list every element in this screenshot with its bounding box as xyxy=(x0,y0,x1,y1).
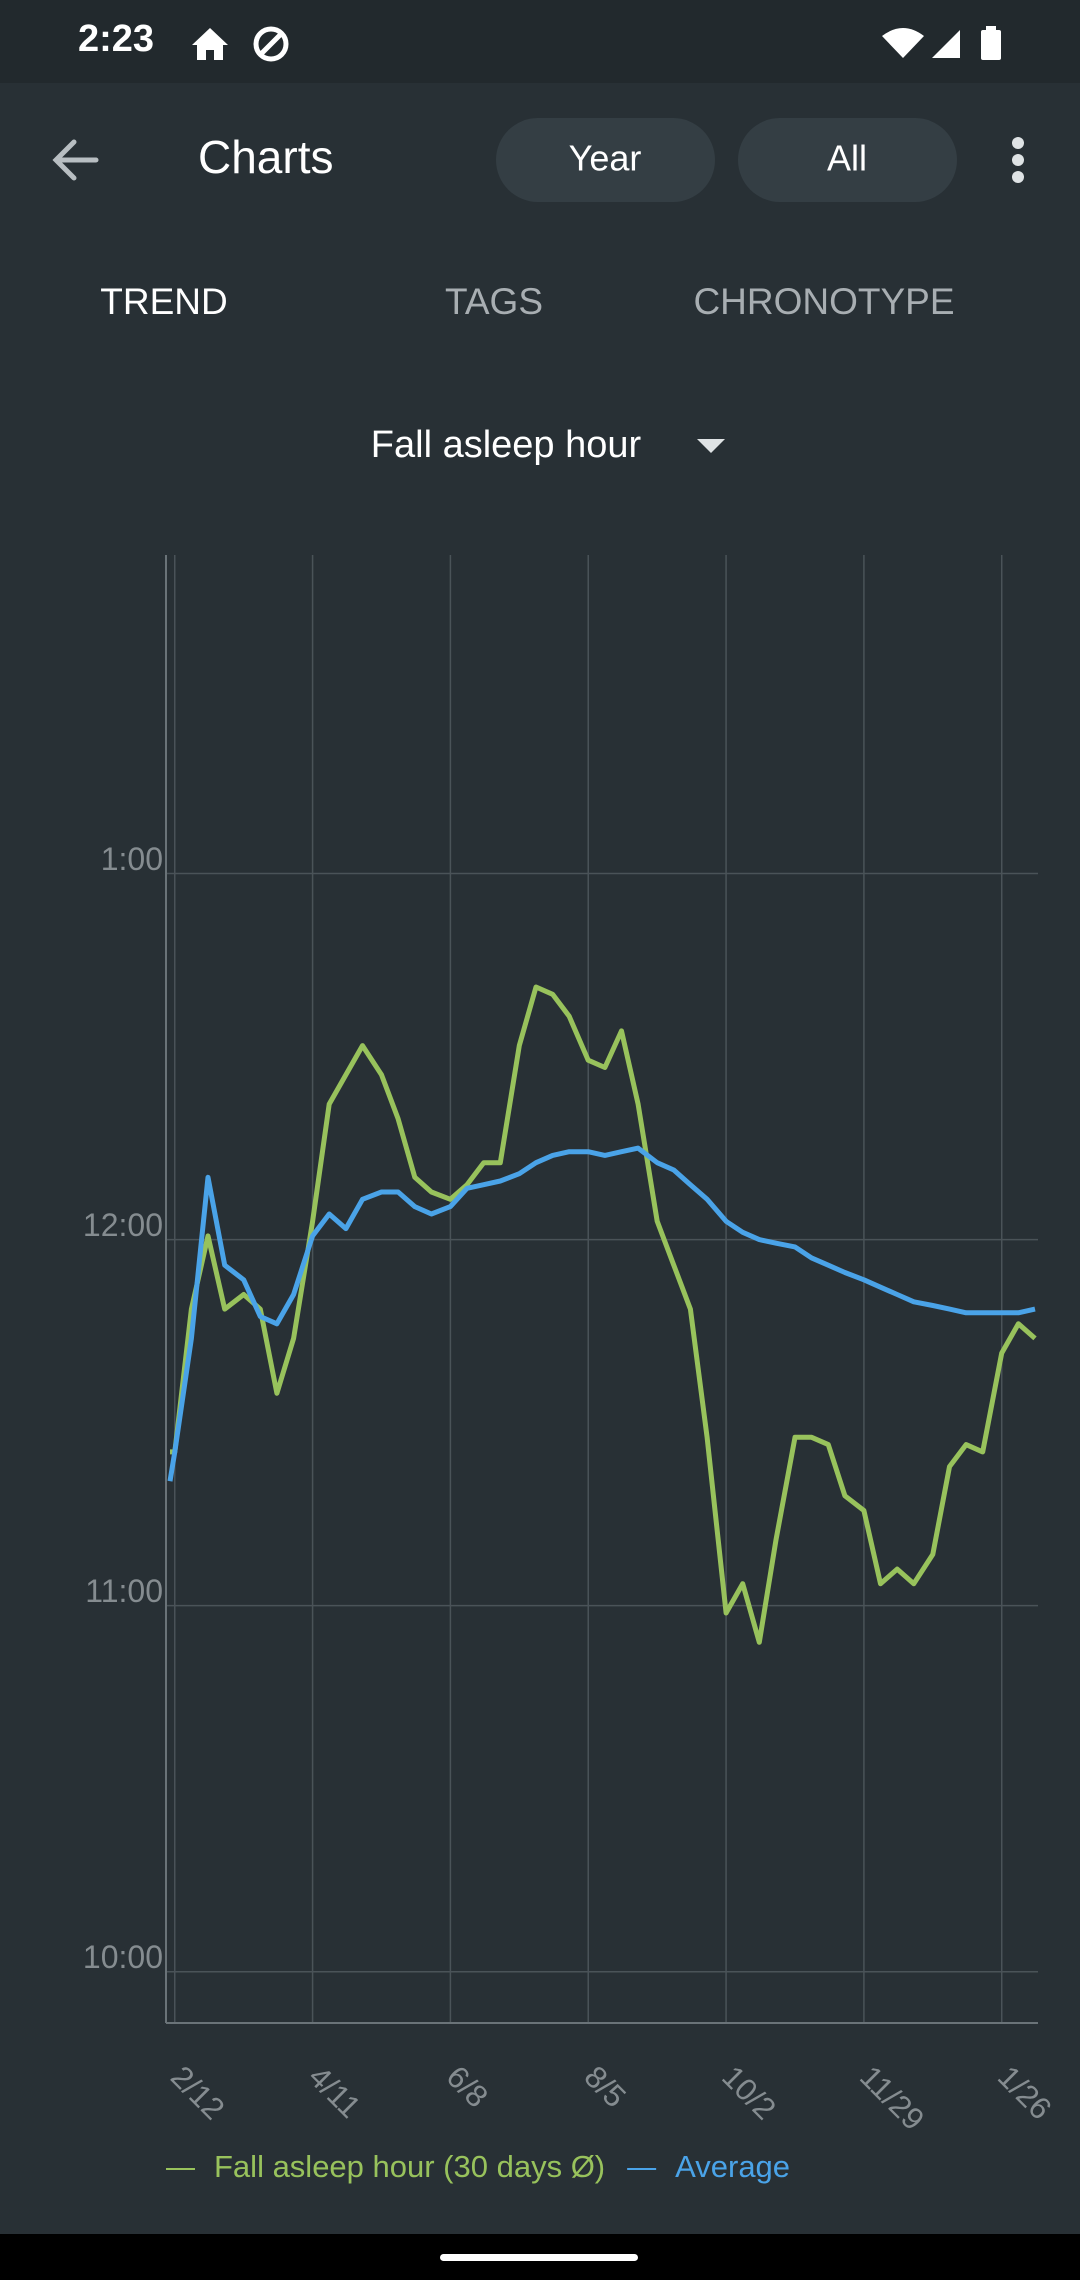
back-button[interactable] xyxy=(52,139,99,181)
y-tick-label: 10:00 xyxy=(83,1939,163,1975)
filter-chip[interactable] xyxy=(496,118,715,202)
y-tick-label: 12:00 xyxy=(83,1207,163,1243)
status-time: 2:23 xyxy=(78,18,154,60)
battery-icon xyxy=(981,30,1001,60)
dnd-icon xyxy=(253,26,289,62)
filter-chip[interactable] xyxy=(738,118,957,202)
signal-icon xyxy=(932,30,960,58)
overflow-menu[interactable] xyxy=(1012,137,1024,183)
home-icon xyxy=(192,28,228,60)
dropdown-arrow[interactable] xyxy=(697,439,725,453)
app-title: Charts xyxy=(198,131,333,183)
filter-chip-label[interactable]: Year xyxy=(569,138,642,179)
tab[interactable]: TREND xyxy=(100,281,227,322)
metric-selector[interactable]: Fall asleep hour xyxy=(371,424,642,466)
legend-label: Fall asleep hour (30 days Ø) xyxy=(214,2149,605,2184)
y-tick-label: 1:00 xyxy=(101,841,163,877)
y-tick-label: 11:00 xyxy=(85,1573,163,1609)
battery-tip xyxy=(986,26,996,31)
dnd-slash xyxy=(260,33,282,55)
legend-label: Average xyxy=(675,2149,790,2184)
home-indicator[interactable] xyxy=(440,2254,638,2261)
tab[interactable]: CHRONOTYPE xyxy=(693,281,954,322)
wifi-icon xyxy=(882,28,924,58)
data-line xyxy=(167,1145,1036,1482)
filter-chip-label[interactable]: All xyxy=(827,138,867,179)
data-line xyxy=(170,984,1037,1645)
tab[interactable]: TAGS xyxy=(445,281,543,322)
